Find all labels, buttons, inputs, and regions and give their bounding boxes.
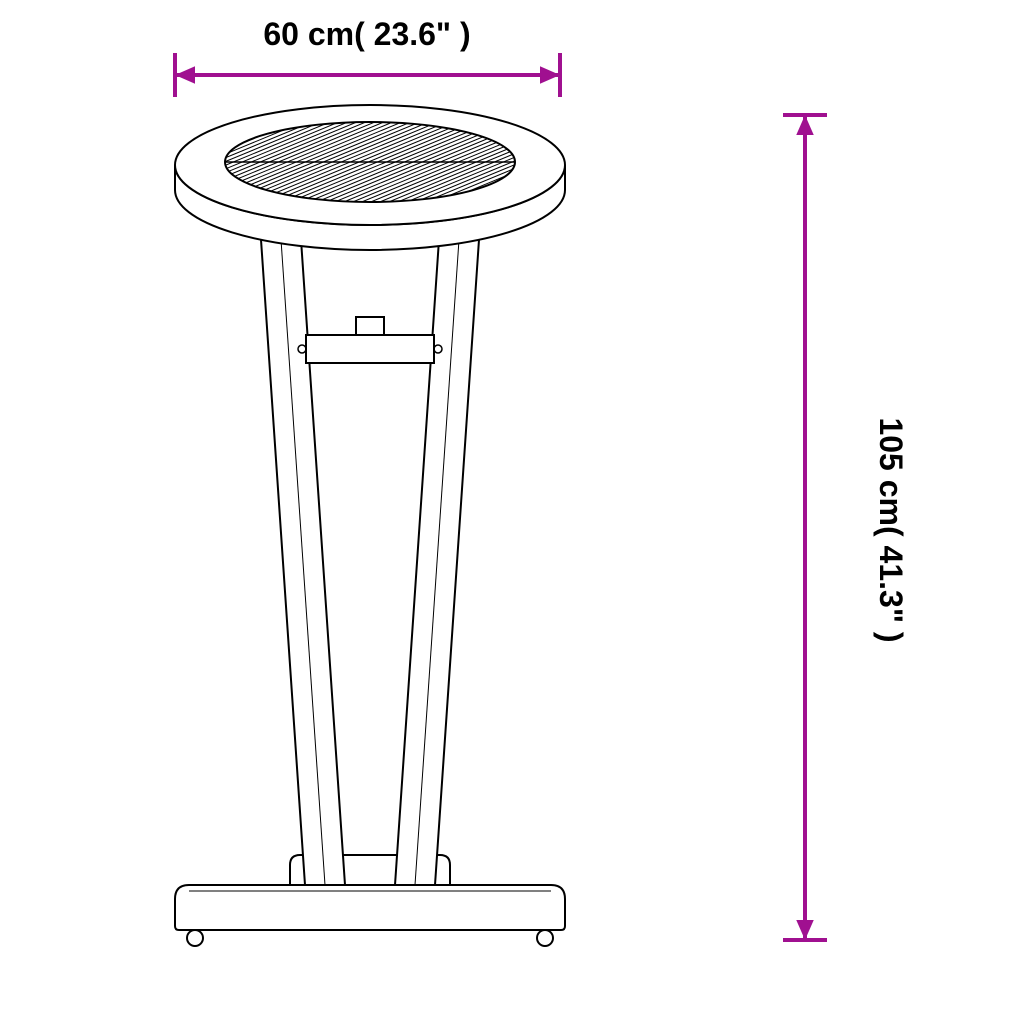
height-dimension <box>783 115 827 940</box>
dimension-diagram: 60 cm( 23.6" ) 105 cm( 41.3" ) <box>0 0 1024 1024</box>
height-dimension-label: 105 cm( 41.3" ) <box>873 417 909 642</box>
width-dimension-label: 60 cm( 23.6" ) <box>263 16 470 52</box>
bar-table-drawing <box>0 105 875 946</box>
width-dimension <box>175 53 560 97</box>
